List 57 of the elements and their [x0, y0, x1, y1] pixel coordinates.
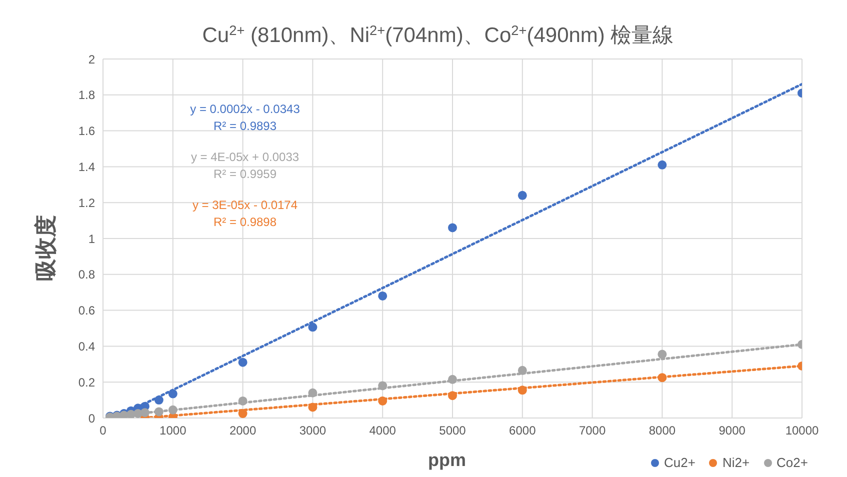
y-tick-label: 1.8	[78, 88, 96, 102]
y-tick-label: 0.4	[78, 339, 96, 354]
y-tick-label: 0.6	[78, 304, 96, 318]
x-tick-label: 0	[100, 424, 107, 438]
y-tick-label: 0	[88, 411, 96, 426]
x-tick-label: 8000	[648, 424, 676, 438]
point	[308, 322, 318, 332]
point	[658, 160, 667, 170]
x-tick-label: 4000	[369, 424, 396, 438]
legend-label: Ni2+	[721, 455, 750, 470]
point	[168, 389, 178, 398]
point	[378, 381, 388, 390]
point	[238, 396, 248, 406]
point	[378, 396, 388, 406]
y-tick-label: 1	[88, 232, 96, 246]
x-tick-label: 9000	[718, 424, 746, 438]
y-tick-label: 1.4	[78, 160, 96, 174]
point	[658, 350, 667, 359]
x-tick-label: 5000	[439, 424, 466, 438]
legend-label: Co2+	[776, 455, 808, 470]
point	[518, 366, 527, 375]
annotation: R² = 0.9893	[213, 119, 277, 133]
point	[448, 223, 457, 232]
y-tick-label: 0.2	[78, 375, 96, 390]
x-tick-label: 2000	[229, 424, 256, 438]
x-tick-label: 10000	[785, 424, 820, 438]
y-tick-label: 1.2	[78, 196, 96, 210]
annotation: y = 4E-05x + 0.0033	[190, 150, 300, 164]
annotation: R² = 0.9898	[213, 215, 277, 229]
point	[448, 391, 457, 400]
x-tick-label: 7000	[578, 424, 606, 438]
point	[518, 386, 527, 395]
x-tick-label: 6000	[509, 424, 536, 438]
point	[154, 407, 164, 416]
chart-title: Cu$^{2+}$ (810nm)、Ni$^{2+}$(704nm)、Co$^{2+}$(490nm) 檢量線	[202, 22, 674, 47]
y-tick-label: 2	[88, 52, 96, 66]
point	[308, 402, 318, 412]
point	[168, 405, 178, 414]
point	[378, 291, 388, 300]
point	[140, 408, 150, 418]
point	[518, 190, 527, 200]
x-tick-label: 3000	[299, 424, 326, 438]
annotation: y = 3E-05x - 0.0174	[192, 198, 298, 212]
point	[238, 358, 248, 367]
x-tick-label: 1000	[160, 424, 187, 438]
legend-label: Cu2+	[662, 455, 696, 470]
y-tick-label: 0.8	[78, 268, 96, 282]
annotation: y = 0.0002x - 0.0343	[190, 102, 300, 116]
annotation: R² = 0.9959	[213, 167, 277, 181]
x-axis-title: ppm	[428, 450, 466, 471]
point	[238, 409, 248, 418]
point	[448, 374, 457, 384]
y-tick-label: 1.6	[78, 124, 96, 138]
point	[154, 396, 164, 405]
point	[658, 373, 667, 382]
point	[308, 388, 318, 398]
y-axis-title: 吸收度	[32, 215, 59, 281]
